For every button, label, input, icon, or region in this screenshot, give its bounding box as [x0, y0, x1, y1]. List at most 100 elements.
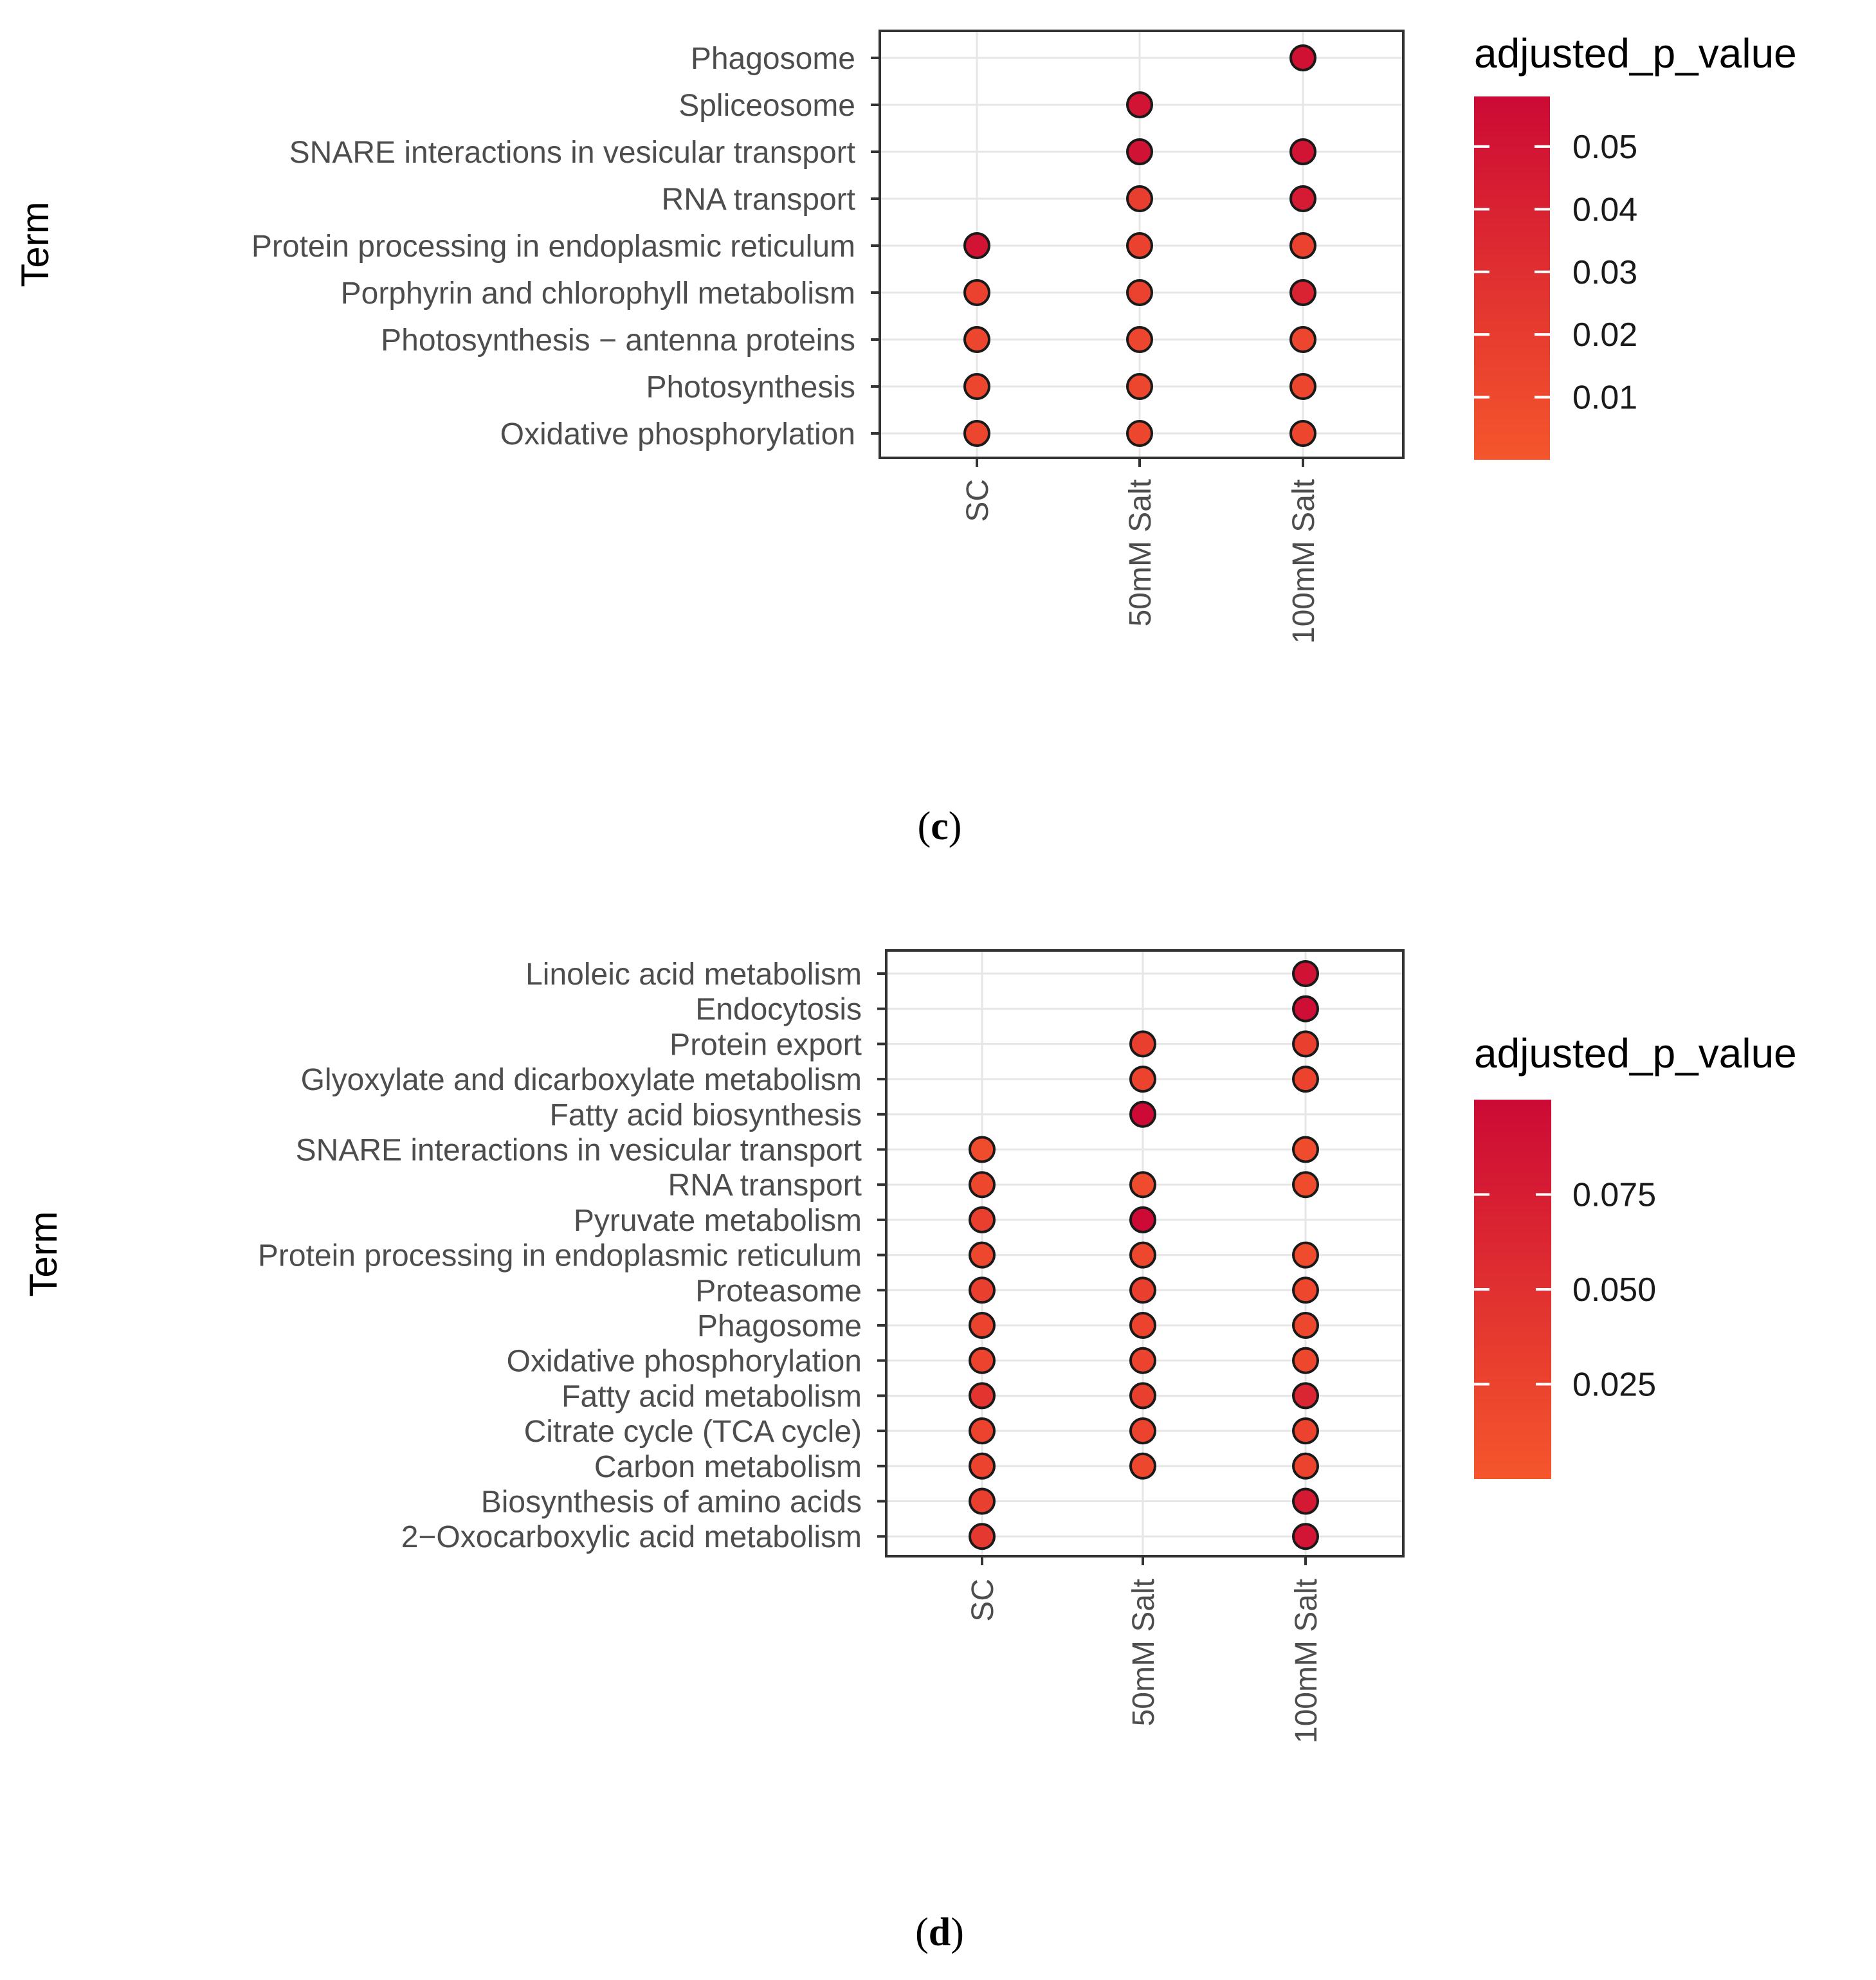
data-point — [1126, 232, 1153, 259]
legend-colorbar — [1474, 96, 1550, 460]
data-point — [969, 1312, 996, 1339]
panel-label-paren-open: ( — [915, 1911, 929, 1954]
data-point — [1129, 1417, 1156, 1445]
data-point — [1129, 1171, 1156, 1199]
data-point — [1129, 1066, 1156, 1093]
data-point — [969, 1171, 996, 1199]
y-tick-label: Protein processing in endoplasmic reticu… — [251, 230, 855, 264]
data-point — [969, 1382, 996, 1410]
data-point — [963, 326, 990, 353]
y-tick-label: Phagosome — [691, 42, 855, 76]
chart-panel-c: Phagosome Spliceosome SNARE interactions i… — [14, 30, 1797, 848]
panel-label: (c) — [918, 804, 962, 848]
data-point — [1289, 279, 1316, 306]
legend-tick-label: 0.04 — [1572, 191, 1637, 228]
data-point — [1129, 1241, 1156, 1269]
y-tick-label: RNA transport — [662, 183, 855, 217]
x-tick-label: SC — [961, 479, 995, 522]
y-tick-label: Biosynthesis of amino acids — [481, 1485, 862, 1520]
legend-title: adjusted_p_value — [1474, 30, 1797, 77]
y-tick-label: RNA transport — [668, 1168, 862, 1203]
data-point — [1126, 420, 1153, 447]
y-tick-label: Glyoxylate and dicarboxylate metabolism — [301, 1063, 862, 1097]
data-point — [969, 1241, 996, 1269]
data-point — [969, 1417, 996, 1445]
panel-label-paren-close: ) — [949, 804, 962, 848]
x-tick-label: SC — [966, 1579, 1000, 1622]
legend-tick-label: 0.05 — [1572, 129, 1637, 166]
y-tick-label: Oxidative phosphorylation — [507, 1345, 862, 1379]
data-point — [963, 232, 990, 259]
plot-area-border — [885, 949, 1405, 1558]
y-tick-label: 2−Oxocarboxylic acid metabolism — [401, 1520, 862, 1554]
legend-tick-label: 0.03 — [1572, 254, 1637, 291]
data-point — [963, 373, 990, 400]
x-tick-label: 100mM Salt — [1287, 479, 1321, 644]
chart-panel-d: Linoleic acid metabolismEndocytosisProte… — [22, 949, 1797, 1954]
y-tick-label: Porphyrin and chlorophyll metabolism — [341, 277, 855, 311]
data-point — [1126, 373, 1153, 400]
data-point — [1126, 279, 1153, 306]
y-tick-label: Protein export — [669, 1028, 862, 1062]
data-point — [1289, 44, 1316, 71]
data-point — [1292, 1417, 1319, 1445]
data-point — [1292, 960, 1319, 987]
data-point — [969, 1487, 996, 1515]
data-point — [1289, 232, 1316, 259]
y-tick-label: Protein processing in endoplasmic reticu… — [258, 1239, 862, 1273]
data-point — [1289, 373, 1316, 400]
data-point — [1292, 995, 1319, 1022]
legend-tick-label: 0.01 — [1572, 379, 1637, 417]
y-axis-title: Term — [22, 1211, 65, 1296]
data-point — [1292, 1241, 1319, 1269]
y-tick-label: Spliceosome — [678, 89, 855, 123]
panel-label-letter: c — [931, 804, 949, 848]
data-point — [969, 1452, 996, 1480]
x-tick-label: 100mM Salt — [1289, 1579, 1324, 1743]
y-tick-label: Linoleic acid metabolism — [525, 958, 862, 992]
y-tick-label: Phagosome — [697, 1309, 862, 1343]
y-tick-label: Fatty acid metabolism — [561, 1379, 862, 1413]
data-point — [1129, 1276, 1156, 1304]
plot-area-border — [879, 30, 1405, 459]
panel-label-paren-open: ( — [918, 804, 931, 848]
data-point — [1289, 185, 1316, 212]
y-tick-label: SNARE interactions in vesicular transpor… — [289, 136, 855, 170]
y-tick-label: SNARE interactions in vesicular transpor… — [296, 1134, 862, 1168]
legend-tick-label: 0.02 — [1572, 316, 1637, 354]
data-point — [969, 1523, 996, 1550]
data-point — [1129, 1382, 1156, 1410]
y-tick-label: Pyruvate metabolism — [574, 1204, 862, 1238]
legend-tick-label: 0.050 — [1572, 1271, 1656, 1309]
data-point — [1126, 326, 1153, 353]
y-tick-label: Endocytosis — [695, 993, 862, 1027]
legend-title: adjusted_p_value — [1474, 1030, 1797, 1076]
data-point — [1292, 1136, 1319, 1163]
data-point — [1292, 1523, 1319, 1550]
data-point — [1292, 1171, 1319, 1199]
data-point — [1292, 1066, 1319, 1093]
data-point — [1126, 185, 1153, 212]
data-point — [1129, 1452, 1156, 1480]
data-point — [1289, 138, 1316, 165]
data-point — [969, 1276, 996, 1304]
data-point — [1292, 1487, 1319, 1515]
panel-label: (d) — [915, 1911, 964, 1954]
x-tick-label: 50mM Salt — [1124, 479, 1158, 626]
panel-label-letter: d — [929, 1911, 951, 1954]
data-point — [963, 279, 990, 306]
data-point — [1292, 1312, 1319, 1339]
data-point — [969, 1347, 996, 1374]
data-point — [1289, 326, 1316, 353]
data-point — [1129, 1312, 1156, 1339]
y-tick-label: Photosynthesis − antenna proteins — [381, 323, 855, 358]
panel-label-paren-close: ) — [951, 1911, 964, 1954]
data-point — [1289, 420, 1316, 447]
legend-tick-label: 0.075 — [1572, 1177, 1656, 1214]
data-point — [1292, 1276, 1319, 1304]
y-tick-label: Fatty acid biosynthesis — [549, 1098, 862, 1132]
y-tick-label: Proteasome — [695, 1274, 862, 1308]
data-point — [1126, 91, 1153, 118]
data-point — [1129, 1347, 1156, 1374]
